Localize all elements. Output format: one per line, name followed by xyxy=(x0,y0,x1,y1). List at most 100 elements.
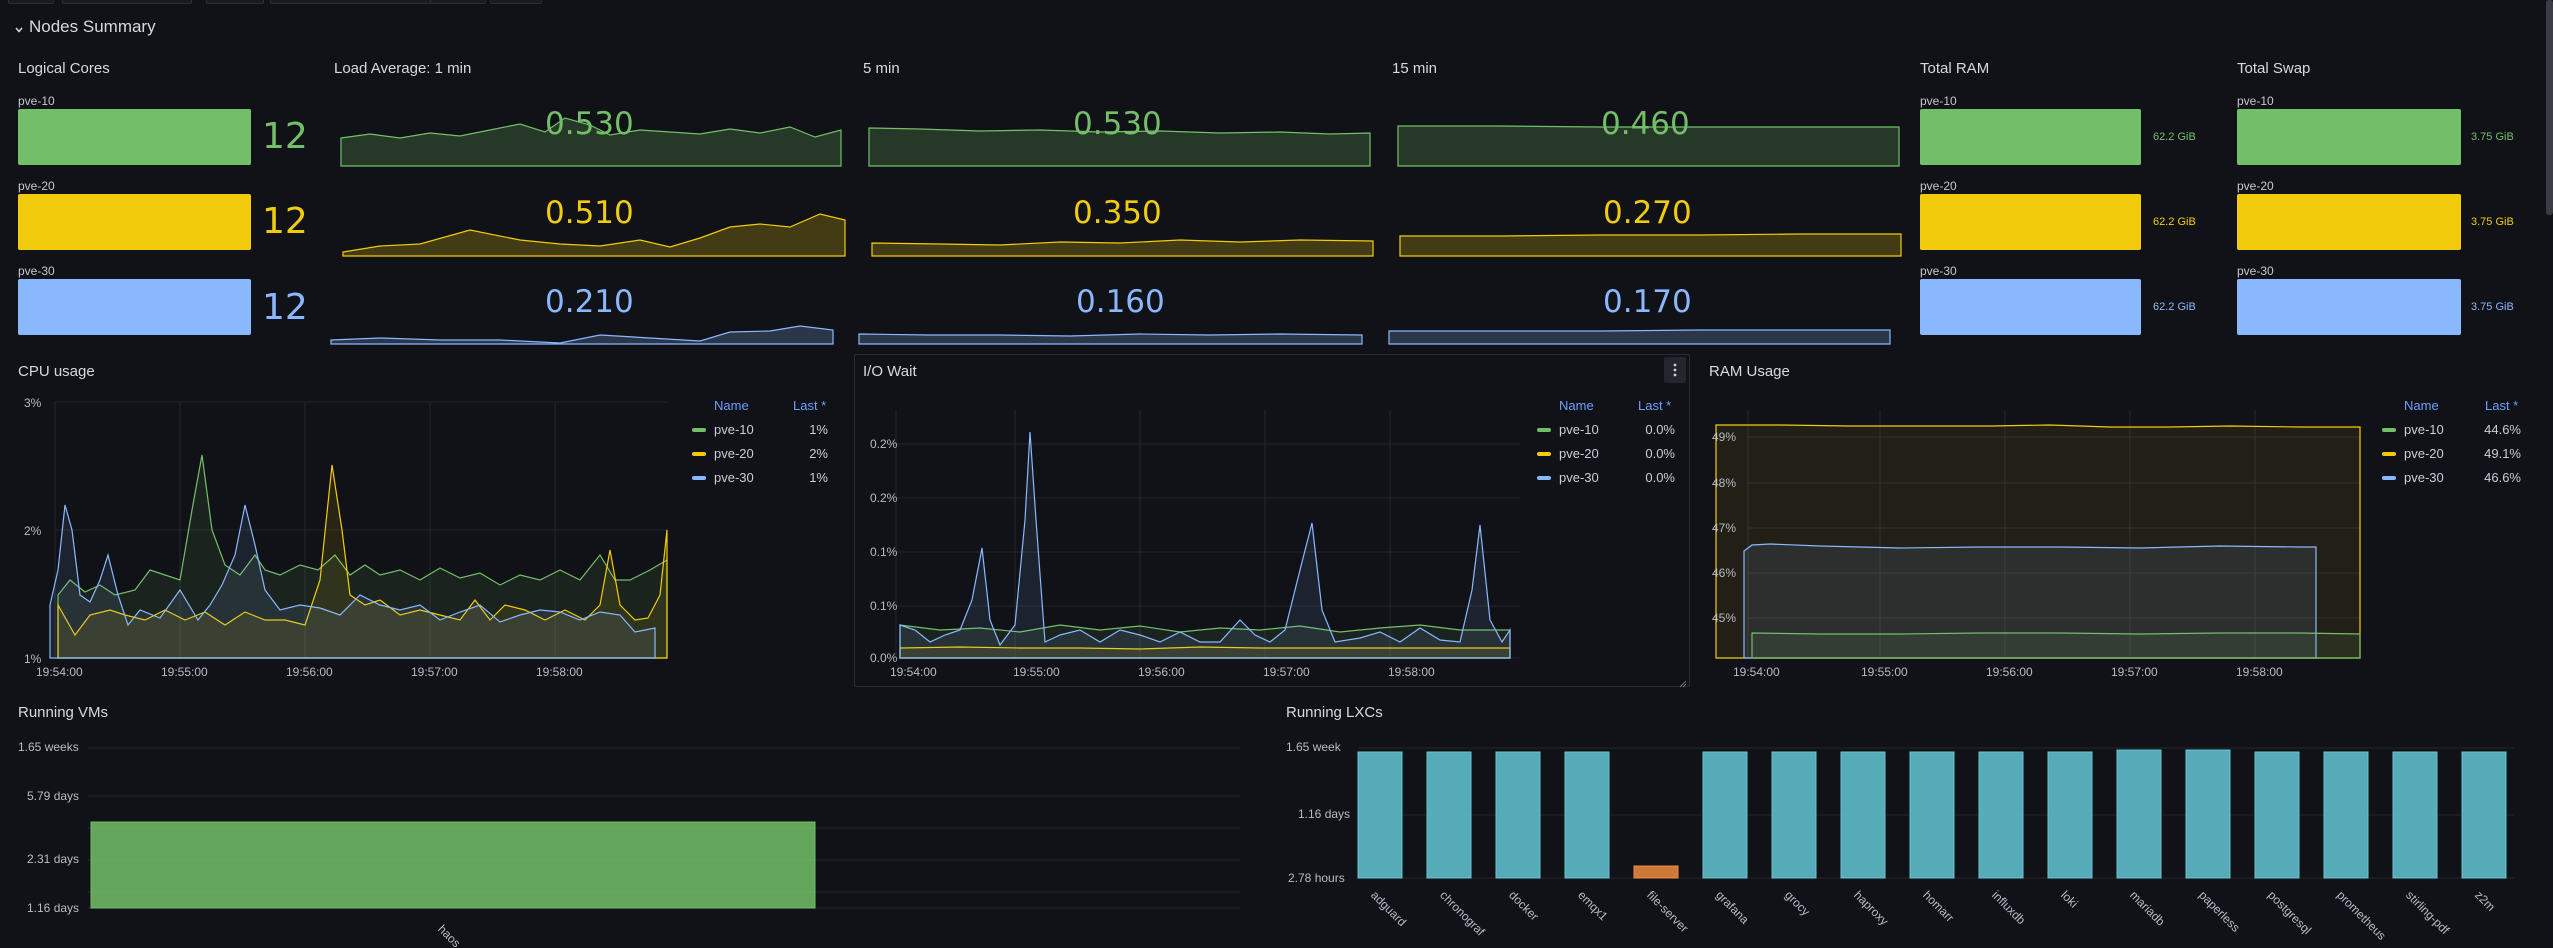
stat-bar-green xyxy=(18,109,251,165)
total-swap-title: Total Swap xyxy=(2237,60,2311,77)
legend-item-pve-10[interactable]: pve-10 0.0% xyxy=(1537,422,1675,437)
node-label: pve-30 xyxy=(1920,264,1957,278)
kebab-menu-icon[interactable] xyxy=(1664,357,1686,383)
legend-value: 1% xyxy=(809,422,828,437)
legend-value: 0.0% xyxy=(1645,470,1675,485)
y-tick-label: 0.1% xyxy=(870,545,898,559)
x-tick-label: 19:57:00 xyxy=(2111,665,2158,679)
toolbar-button-6[interactable] xyxy=(490,0,542,4)
stat-bar-yellow xyxy=(1920,194,2141,250)
stat-bar-yellow xyxy=(18,194,251,250)
legend-swatch xyxy=(692,475,706,480)
legend-item-pve-20[interactable]: pve-20 0.0% xyxy=(1537,446,1675,461)
node-label: pve-30 xyxy=(18,264,55,278)
x-tick-label: 19:55:00 xyxy=(161,665,208,679)
legend-swatch xyxy=(2382,475,2396,480)
y-tick-label: 1.65 week xyxy=(1286,740,1341,754)
x-tick-label: 19:57:00 xyxy=(1263,665,1310,679)
y-tick-label: 48% xyxy=(1712,476,1737,490)
legend-item-pve-30[interactable]: pve-30 46.6% xyxy=(2382,470,2521,485)
legend-item-pve-10[interactable]: pve-10 1% xyxy=(692,422,828,437)
sparkline-pve-30-1m xyxy=(330,325,834,345)
legend-value: 46.6% xyxy=(2484,470,2521,485)
row-header[interactable]: Nodes Summary xyxy=(14,17,156,37)
running-vms-chart xyxy=(88,747,1240,909)
legend-label: pve-20 xyxy=(714,446,754,461)
lxc-bars xyxy=(1357,749,2507,879)
legend-item-pve-30[interactable]: pve-30 0.0% xyxy=(1537,470,1675,485)
node-label: pve-10 xyxy=(18,94,55,108)
y-tick-label: 0.0% xyxy=(870,651,898,665)
y-tick-label: 1.16 days xyxy=(27,901,80,915)
bar-docker xyxy=(1495,751,1541,879)
resize-handle-icon[interactable] xyxy=(1678,675,1687,688)
load-15m-value-pve-20: 0.270 xyxy=(1603,195,1692,231)
legend-item-pve-30[interactable]: pve-30 1% xyxy=(692,470,828,485)
bar-prometheus xyxy=(2323,751,2369,879)
legend-last-header[interactable]: Last * xyxy=(1638,398,1672,413)
node-label: pve-20 xyxy=(1920,179,1957,193)
node-label: pve-20 xyxy=(2237,179,2274,193)
legend-value: 44.6% xyxy=(2484,422,2521,437)
toolbar-button-1[interactable] xyxy=(8,0,54,4)
row-title: Nodes Summary xyxy=(29,17,156,36)
sparkline-pve-30-15m xyxy=(1388,329,1891,345)
cores-value: 12 xyxy=(262,201,308,242)
legend-label: pve-30 xyxy=(2404,470,2444,485)
node-label: pve-10 xyxy=(1920,94,1957,108)
legend-last-header[interactable]: Last * xyxy=(793,398,827,413)
y-tick-label: 0.1% xyxy=(870,599,898,613)
running-vms-title: Running VMs xyxy=(18,704,109,721)
y-tick-label: 0.2% xyxy=(870,491,898,505)
legend-item-pve-10[interactable]: pve-10 44.6% xyxy=(2382,422,2521,437)
x-tick-label: 19:57:00 xyxy=(411,665,458,679)
legend-swatch xyxy=(2382,451,2396,456)
y-tick-label: 47% xyxy=(1712,521,1737,535)
stat-bar-blue xyxy=(1920,279,2141,335)
legend-last-header[interactable]: Last * xyxy=(2485,398,2519,413)
legend-name-header[interactable]: Name xyxy=(2404,398,2439,413)
cpu-usage-title: CPU usage xyxy=(18,363,95,380)
cores-value: 12 xyxy=(262,287,308,328)
legend-name-header[interactable]: Name xyxy=(1559,398,1594,413)
y-tick-label: 1.65 weeks xyxy=(18,740,79,754)
x-tick-label: 19:58:00 xyxy=(2236,665,2283,679)
cores-value: 12 xyxy=(262,116,308,157)
series-pve-20 xyxy=(1715,424,2361,659)
legend-swatch xyxy=(692,427,706,432)
series-pve-30 xyxy=(1743,543,2317,659)
chevron-down-icon xyxy=(14,22,24,33)
y-tick-label: 46% xyxy=(1712,566,1737,580)
io-wait-chart xyxy=(895,410,1520,659)
x-tick-label: 19:56:00 xyxy=(1986,665,2033,679)
y-tick-label: 1% xyxy=(24,652,42,666)
y-tick-label: 3% xyxy=(24,396,42,410)
load-1m-value-pve-10: 0.530 xyxy=(545,106,634,142)
legend-item-pve-20[interactable]: pve-20 49.1% xyxy=(2382,446,2521,461)
bar-loki xyxy=(2047,751,2093,879)
y-tick-label: 5.79 days xyxy=(27,789,80,803)
toolbar-button-5[interactable] xyxy=(430,0,486,4)
x-tick-label: 19:55:00 xyxy=(1013,665,1060,679)
legend-label: pve-30 xyxy=(1559,470,1599,485)
legend-label: pve-10 xyxy=(2404,422,2444,437)
y-tick-label: 2.78 hours xyxy=(1288,871,1345,885)
bar-z2m xyxy=(2461,751,2507,879)
io-wait-panel[interactable] xyxy=(854,354,1690,687)
legend-name-header[interactable]: Name xyxy=(714,398,749,413)
total-ram-title: Total RAM xyxy=(1920,60,1990,77)
legend-item-pve-20[interactable]: pve-20 2% xyxy=(692,446,828,461)
swap-value: 3.75 GiB xyxy=(2471,301,2514,313)
swap-value: 3.75 GiB xyxy=(2471,131,2514,143)
io-wait-title: I/O Wait xyxy=(863,363,917,380)
load-5m-title: 5 min xyxy=(863,60,900,77)
legend-label: pve-10 xyxy=(1559,422,1599,437)
scrollbar[interactable] xyxy=(2546,0,2553,215)
node-label: pve-10 xyxy=(2237,94,2274,108)
legend-label: pve-10 xyxy=(714,422,754,437)
series-pve-30 xyxy=(899,431,1511,659)
node-label: pve-30 xyxy=(2237,264,2274,278)
toolbar-button-3[interactable] xyxy=(206,0,264,4)
toolbar-button-2[interactable] xyxy=(62,0,192,4)
y-tick-label: 0.2% xyxy=(870,437,898,451)
